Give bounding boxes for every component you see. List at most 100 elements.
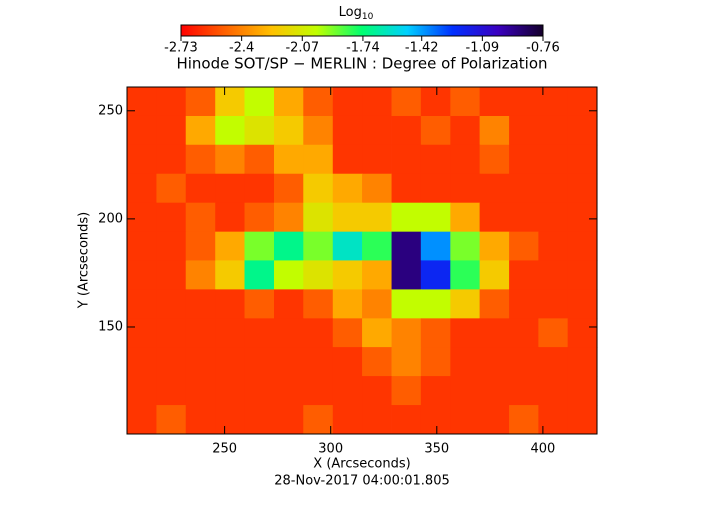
heatmap-cell	[362, 318, 392, 348]
heatmap-cell	[479, 376, 510, 406]
heatmap-cell	[420, 289, 451, 319]
heatmap-cell	[479, 144, 510, 175]
y-tick-label: 200	[98, 211, 123, 226]
heatmap-cell	[479, 260, 510, 290]
heatmap-cell	[156, 318, 187, 348]
y-tick-label: 150	[98, 319, 123, 334]
heatmap-cell	[215, 115, 246, 146]
heatmap-cell	[538, 347, 569, 377]
heatmap-cell	[332, 173, 363, 204]
heatmap-cell	[567, 87, 598, 117]
heatmap-cell	[479, 202, 510, 233]
heatmap-cell	[450, 231, 481, 262]
heatmap-cell	[244, 115, 275, 146]
y-tick-label: 250	[98, 103, 123, 118]
heatmap-cell	[274, 289, 304, 319]
heatmap-cell	[303, 115, 334, 146]
heatmap-cell	[185, 318, 216, 348]
heatmap-cell	[479, 318, 510, 348]
heatmap-cell	[538, 115, 569, 146]
heatmap-cell	[274, 318, 304, 348]
heatmap-cell	[509, 405, 539, 435]
heatmap-cell	[420, 376, 451, 406]
heatmap-cell	[362, 173, 392, 204]
heatmap-cell	[509, 173, 539, 204]
colorbar-tick-label: -1.09	[466, 41, 500, 56]
heatmap-cell	[391, 144, 422, 175]
heatmap-cell	[126, 347, 157, 377]
heatmap-cell	[332, 318, 363, 348]
heatmap-cell	[567, 173, 598, 204]
heatmap-cell	[391, 260, 422, 290]
heatmap-cell	[567, 115, 598, 146]
heatmap-cell	[567, 202, 598, 233]
heatmap-cell	[126, 231, 157, 262]
heatmap-cell	[126, 144, 157, 175]
heatmap-cell	[567, 289, 598, 319]
heatmap-cell	[509, 289, 539, 319]
x-tick-label: 300	[318, 442, 343, 457]
heatmap-cell	[332, 87, 363, 117]
heatmap-cell	[156, 289, 187, 319]
heatmap-cell	[479, 347, 510, 377]
heatmap-cell	[391, 376, 422, 406]
heatmap-cell	[215, 202, 246, 233]
heatmap-cell	[185, 260, 216, 290]
heatmap-cell	[185, 289, 216, 319]
heatmap	[126, 87, 598, 435]
heatmap-cell	[332, 231, 363, 262]
heatmap-cell	[391, 405, 422, 435]
heatmap-cell	[567, 347, 598, 377]
heatmap-cell	[215, 87, 246, 117]
heatmap-cell	[479, 115, 510, 146]
heatmap-cell	[479, 289, 510, 319]
heatmap-cell	[303, 87, 334, 117]
heatmap-cell	[303, 144, 334, 175]
heatmap-cell	[274, 202, 304, 233]
x-tick-label: 400	[530, 442, 555, 457]
heatmap-cell	[215, 318, 246, 348]
heatmap-cell	[303, 289, 334, 319]
heatmap-cell	[362, 231, 392, 262]
heatmap-cell	[156, 87, 187, 117]
colorbar-tick-label: -2.4	[229, 41, 254, 56]
heatmap-cell	[509, 87, 539, 117]
heatmap-cell	[538, 144, 569, 175]
heatmap-cell	[244, 260, 275, 290]
heatmap-cell	[215, 405, 246, 435]
heatmap-cell	[509, 318, 539, 348]
heatmap-cell	[391, 202, 422, 233]
heatmap-cell	[185, 173, 216, 204]
heatmap-cell	[126, 173, 157, 204]
heatmap-cell	[567, 144, 598, 175]
heatmap-cell	[479, 87, 510, 117]
colorbar-tick-label: -1.42	[405, 41, 439, 56]
colorbar-tick-label: -2.07	[285, 41, 319, 56]
heatmap-cell	[567, 405, 598, 435]
heatmap-cell	[274, 260, 304, 290]
heatmap-cell	[538, 289, 569, 319]
heatmap-cell	[362, 260, 392, 290]
heatmap-cell	[362, 405, 392, 435]
heatmap-cell	[126, 289, 157, 319]
heatmap-cell	[391, 318, 422, 348]
heatmap-cell	[185, 347, 216, 377]
heatmap-cell	[332, 405, 363, 435]
heatmap-cell	[479, 173, 510, 204]
heatmap-cell	[391, 173, 422, 204]
heatmap-cell	[332, 115, 363, 146]
heatmap-cell	[303, 173, 334, 204]
heatmap-cell	[126, 405, 157, 435]
heatmap-cell	[391, 347, 422, 377]
heatmap-cell	[215, 260, 246, 290]
heatmap-cell	[450, 144, 481, 175]
heatmap-cell	[215, 347, 246, 377]
heatmap-cell	[244, 376, 275, 406]
heatmap-cell	[362, 289, 392, 319]
heatmap-cell	[450, 115, 481, 146]
heatmap-cell	[332, 260, 363, 290]
heatmap-cell	[362, 376, 392, 406]
heatmap-cell	[567, 376, 598, 406]
heatmap-cell	[450, 318, 481, 348]
